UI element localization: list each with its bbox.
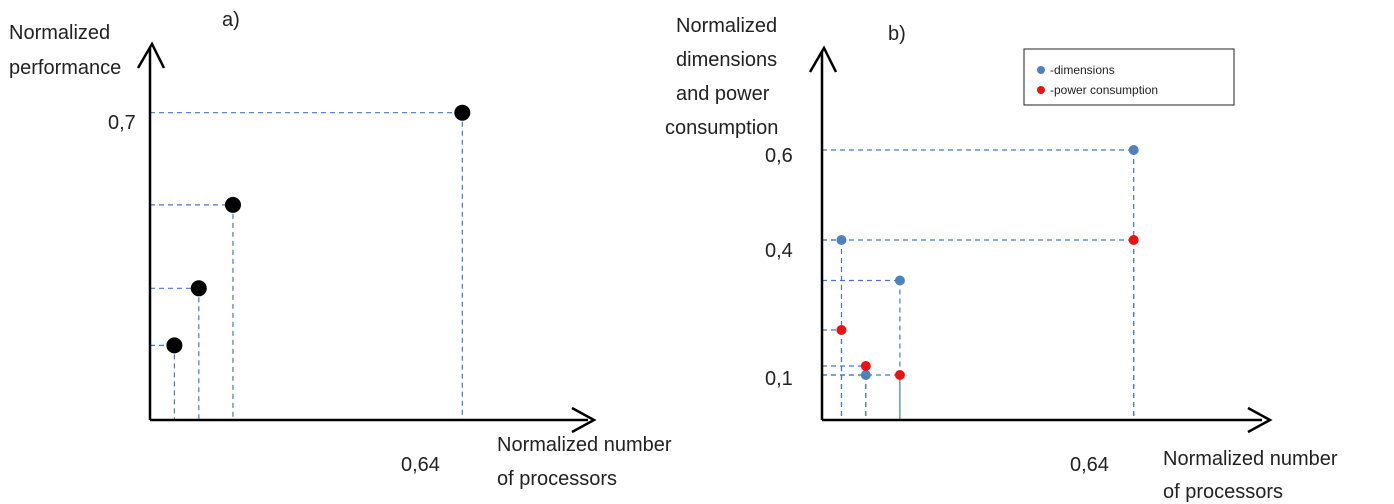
panel-b-y-tick-label-0-4: 0,4 bbox=[765, 240, 793, 262]
panel-b-data-point bbox=[1128, 145, 1139, 155]
panel-b-y-tick-label-0-6: 0,6 bbox=[765, 145, 793, 167]
panel-b-data-point bbox=[894, 275, 905, 286]
panel-a-data-point bbox=[166, 337, 183, 354]
panel-a-data-point bbox=[224, 196, 241, 213]
panel-a-guide-lines bbox=[150, 112, 463, 420]
panel-b-x-axis-arrow bbox=[1247, 406, 1273, 434]
panel-a-y-axis-arrow bbox=[136, 41, 166, 69]
panel-b-label: b) bbox=[888, 23, 906, 45]
legend-power-consumption-label: -power consumption bbox=[1050, 83, 1158, 97]
legend-dimensions-label: -dimensions bbox=[1050, 63, 1115, 77]
panel-a-x-tick-label: 0,64 bbox=[401, 454, 440, 476]
legend-dimensions-marker bbox=[1037, 66, 1045, 74]
panel-a-label: a) bbox=[222, 9, 240, 31]
panel-b-y-axis-title-line1: Normalized bbox=[676, 15, 777, 37]
panel-b-data-point bbox=[836, 325, 847, 335]
legend: -dimensions -power consumption bbox=[1023, 48, 1235, 106]
panel-a-x-axis-title-line1: Normalized number bbox=[497, 434, 672, 456]
panel-b-data-point bbox=[860, 361, 871, 371]
panel-b-y-axis-arrow bbox=[808, 45, 838, 73]
panel-b-data-point bbox=[860, 370, 871, 380]
panel-b-data-point bbox=[894, 370, 905, 380]
legend-box bbox=[1023, 48, 1235, 106]
panel-a-points bbox=[166, 104, 471, 354]
panel-a-x-axis-arrow bbox=[571, 406, 597, 434]
panel-b-x-tick-label: 0,64 bbox=[1070, 454, 1109, 476]
panel-b-x-axis-title-line1: Normalized number bbox=[1163, 448, 1338, 470]
panel-b-data-point bbox=[1128, 235, 1139, 245]
panel-a: a) Normalized performance 0,7 Normalized… bbox=[9, 9, 672, 490]
panel-b-y-axis-title-line3: and power bbox=[676, 83, 770, 105]
panel-a-y-axis-title-line1: Normalized bbox=[9, 22, 110, 44]
panel-a-x-axis-title-line2: of processors bbox=[497, 468, 617, 490]
panel-b: b) Normalized dimensions and power consu… bbox=[665, 15, 1338, 503]
panel-a-y-tick-label: 0,7 bbox=[108, 112, 136, 134]
panel-b-points bbox=[836, 145, 1139, 380]
panel-b-x-axis-title-line2: of processors bbox=[1163, 481, 1283, 503]
panel-b-y-axis-title-line2: dimensions bbox=[676, 49, 777, 71]
panel-b-y-axis-title-line4: consumption bbox=[665, 117, 778, 139]
legend-power-consumption-marker bbox=[1037, 86, 1045, 94]
panel-a-y-axis-title-line2: performance bbox=[9, 57, 121, 79]
panel-a-data-point bbox=[454, 104, 471, 121]
panel-b-y-tick-label-0-1: 0,1 bbox=[765, 368, 793, 390]
panel-b-data-point bbox=[836, 235, 847, 245]
panel-b-guide-lines bbox=[822, 149, 1135, 420]
panel-a-data-point bbox=[190, 280, 207, 297]
